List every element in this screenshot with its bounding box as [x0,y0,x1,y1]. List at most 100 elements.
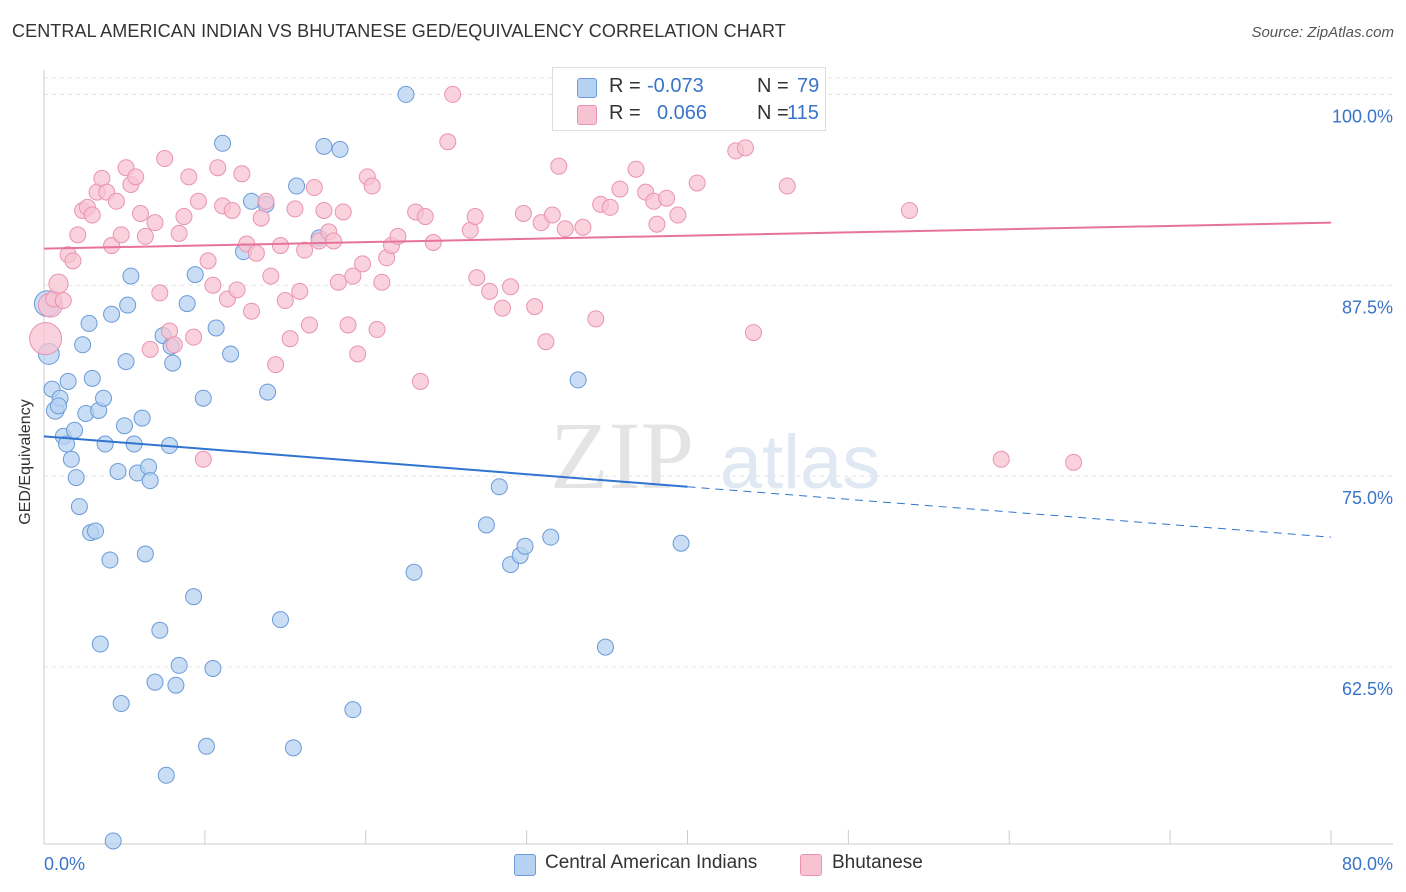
point-central-american-indians [59,372,77,390]
point-central-american-indians [95,389,113,407]
point-central-american-indians [91,635,109,653]
point-bhutanese [107,192,125,210]
watermark: ZIP atlas [550,402,880,509]
point-bhutanese [514,205,532,223]
pink-swatch-icon [577,105,597,125]
point-bhutanese [373,273,391,291]
point-bhutanese [136,227,154,245]
point-bhutanese [493,299,511,317]
point-bhutanese [233,165,251,183]
legend-item-bhutanese[interactable]: Bhutanese [832,852,923,873]
point-central-american-indians [284,739,302,757]
point-central-american-indians [157,766,175,784]
point-bhutanese [315,201,333,219]
blue-swatch-icon [514,854,536,876]
point-bhutanese [271,237,289,255]
point-bhutanese [502,278,520,296]
point-central-american-indians [49,397,67,415]
point-bhutanese [243,302,261,320]
point-bhutanese [54,292,72,310]
point-bhutanese [180,168,198,186]
point-bhutanese [103,237,121,255]
point-central-american-indians [96,435,114,453]
point-bhutanese [658,189,676,207]
point-bhutanese [228,281,246,299]
point-bhutanese [481,282,499,300]
point-bhutanese [286,200,304,218]
point-bhutanese [601,198,619,216]
legend-item-central-american-indians[interactable]: Central American Indians [545,852,758,873]
trend-line-central-american-indians [43,435,688,488]
point-central-american-indians [186,266,204,284]
x-tick-label-min: 0.0% [44,854,85,874]
point-central-american-indians [315,137,333,155]
y-tick-label: 75.0% [1342,488,1393,508]
point-central-american-indians [204,659,222,677]
point-bhutanese [247,244,265,262]
point-central-american-indians [146,673,164,691]
grid [44,77,1393,668]
r-value: -0.073 [647,75,704,97]
point-bhutanese [252,209,270,227]
point-central-american-indians [66,421,84,439]
point-bhutanese [204,276,222,294]
point-central-american-indians [74,336,92,354]
point-central-american-indians [58,435,76,453]
n-value: 79 [797,75,820,97]
point-central-american-indians [86,522,104,540]
point-bhutanese [736,139,754,157]
point-bhutanese [611,180,629,198]
point-bhutanese [64,252,82,270]
point-bhutanese [141,340,159,358]
point-bhutanese [199,252,217,270]
point-bhutanese [189,192,207,210]
point-bhutanese [276,292,294,310]
point-central-american-indians [207,319,225,337]
point-central-american-indians [331,140,349,158]
point-central-american-indians [288,177,306,195]
blue-swatch-icon [577,78,597,98]
point-bhutanese [778,177,796,195]
point-bhutanese [267,356,285,374]
watermark-zip: ZIP [550,402,694,509]
point-central-american-indians [133,409,151,427]
point-bhutanese [223,201,241,219]
point-bhutanese [349,345,367,363]
point-bhutanese [744,324,762,342]
r-label: R = [609,102,641,124]
point-central-american-indians [516,537,534,555]
point-bhutanese [127,168,145,186]
point-bhutanese [574,218,592,236]
point-central-american-indians [405,563,423,581]
point-central-american-indians [542,528,560,546]
point-central-american-indians [104,832,122,850]
point-central-american-indians [222,345,240,363]
point-central-american-indians [490,478,508,496]
point-bhutanese [587,310,605,328]
y-tick-label: 87.5% [1342,297,1393,317]
point-central-american-indians [119,296,137,314]
point-bhutanese [439,133,457,151]
point-central-american-indians [115,417,133,435]
point-central-american-indians [67,469,85,487]
point-bhutanese [556,220,574,238]
point-bhutanese [151,284,169,302]
point-bhutanese [185,328,203,346]
point-central-american-indians [151,621,169,639]
point-bhutanese [669,206,687,224]
point-central-american-indians [70,498,88,516]
stats-legend: R = -0.073 N = 79 R = 0.066 N = 115 [552,67,826,131]
point-bhutanese [69,226,87,244]
point-bhutanese [1065,453,1083,471]
point-central-american-indians [164,354,182,372]
point-central-american-indians [243,192,261,210]
point-bhutanese [444,85,462,103]
point-bhutanese [901,201,919,219]
point-central-american-indians [214,134,232,152]
point-bhutanese [48,273,69,294]
trend-line-bhutanese [43,221,1332,250]
point-bhutanese [344,267,362,285]
y-tick-label: 62.5% [1342,679,1393,699]
point-bhutanese [329,273,347,291]
point-bhutanese [305,179,323,197]
